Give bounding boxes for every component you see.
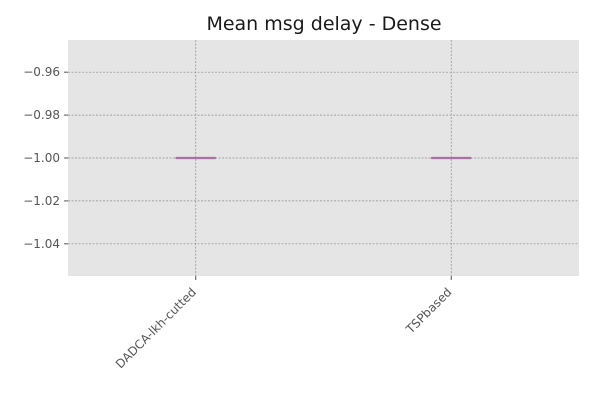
y-tick-label: −1.02 [23,194,60,208]
y-tick-label: −0.98 [23,108,60,122]
grid-layer [68,40,579,276]
y-tick-label: −1.04 [23,237,60,251]
x-tick-label: TSPbased [403,285,455,337]
box-layer [175,156,472,160]
x-tick-label: DADCA-lkh-cutted [113,285,199,371]
y-tick-label: −0.96 [23,65,60,79]
y-tick-label: −1.00 [23,151,60,165]
y-axis: −0.96 −0.98 −1.00 −1.02 −1.04 [23,65,68,251]
chart-title: Mean msg delay - Dense [206,13,441,35]
x-axis: DADCA-lkh-cutted TSPbased [113,276,455,371]
